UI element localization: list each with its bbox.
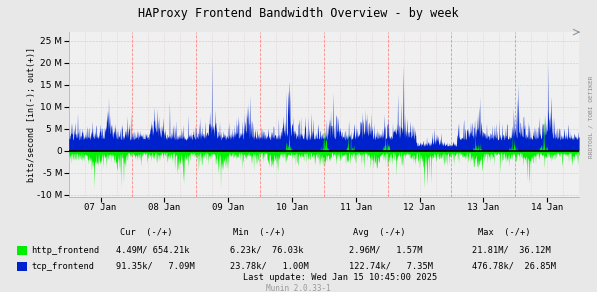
Text: 23.78k/   1.00M: 23.78k/ 1.00M (230, 262, 309, 271)
Text: Min  (-/+): Min (-/+) (233, 228, 286, 237)
Text: 6.23k/  76.03k: 6.23k/ 76.03k (230, 246, 303, 255)
Text: Avg  (-/+): Avg (-/+) (353, 228, 405, 237)
Text: RRDTOOL / TOBI OETIKER: RRDTOOL / TOBI OETIKER (589, 76, 593, 158)
Y-axis label: bits/second [in(-); out(+)]: bits/second [in(-); out(+)] (27, 47, 36, 182)
Text: 4.49M/ 654.21k: 4.49M/ 654.21k (116, 246, 190, 255)
Text: tcp_frontend: tcp_frontend (31, 262, 94, 271)
Text: 122.74k/   7.35M: 122.74k/ 7.35M (349, 262, 433, 271)
Text: 2.96M/   1.57M: 2.96M/ 1.57M (349, 246, 423, 255)
Text: Cur  (-/+): Cur (-/+) (120, 228, 173, 237)
Text: http_frontend: http_frontend (31, 246, 99, 255)
Text: Munin 2.0.33-1: Munin 2.0.33-1 (266, 284, 331, 292)
Text: 476.78k/  26.85M: 476.78k/ 26.85M (472, 262, 556, 271)
Text: 21.81M/  36.12M: 21.81M/ 36.12M (472, 246, 550, 255)
Text: Last update: Wed Jan 15 10:45:00 2025: Last update: Wed Jan 15 10:45:00 2025 (243, 273, 438, 282)
Text: 91.35k/   7.09M: 91.35k/ 7.09M (116, 262, 195, 271)
Text: Max  (-/+): Max (-/+) (478, 228, 531, 237)
Text: HAProxy Frontend Bandwidth Overview - by week: HAProxy Frontend Bandwidth Overview - by… (138, 7, 459, 20)
